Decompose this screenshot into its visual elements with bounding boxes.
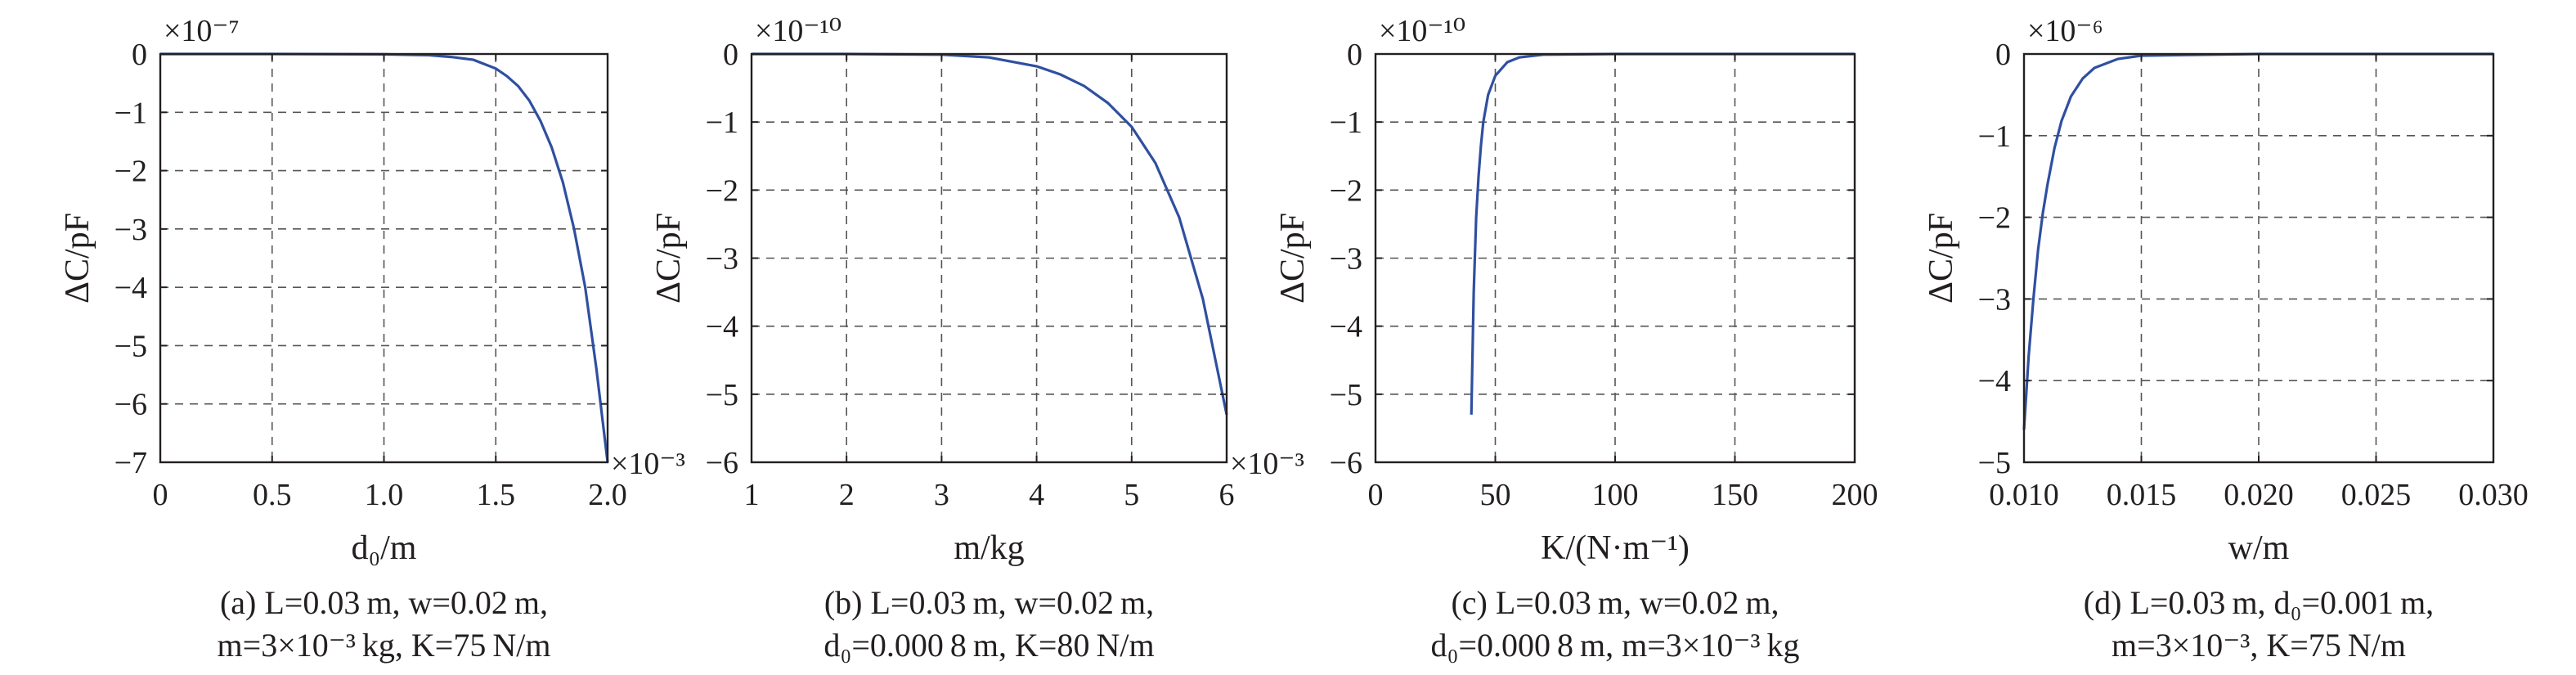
x-tick-label: 5 xyxy=(1124,478,1139,512)
y-tick-label: −2 xyxy=(706,173,738,208)
chart-panel-3: 0 50 100 150 200 0 −1 −2 −3 −4 −5 −6 ×10⁻¹⁰ K/(N·m⁻¹)… xyxy=(1274,14,1878,664)
y-tick-label: 0 xyxy=(723,38,738,72)
panel-caption-line: m=3×10⁻³, K=75 N/m xyxy=(2112,627,2406,664)
x-tick-label: 3 xyxy=(934,478,949,512)
panel-caption-line: d₀=0.000 8 m, K=80 N/m xyxy=(824,627,1154,664)
y-tick-label: −3 xyxy=(706,242,738,277)
y-axis-label: ΔC/pF xyxy=(1274,213,1312,304)
x-axis-label: d₀/m xyxy=(352,529,417,567)
y-tick-label: −3 xyxy=(114,213,147,247)
panel-caption-line: (b) L=0.03 m, w=0.02 m, xyxy=(824,584,1154,621)
x-tick-label: 50 xyxy=(1480,478,1511,512)
y-tick-label: −1 xyxy=(114,96,147,130)
panel-caption-line: (d) L=0.03 m, d₀=0.001 m, xyxy=(2084,584,2434,621)
x-tick-label: 200 xyxy=(1832,478,1878,512)
y-tick-label: −5 xyxy=(114,329,147,363)
x-multiplier: ×10⁻³ xyxy=(1230,447,1304,481)
y-tick-label: −2 xyxy=(114,155,147,189)
y-multiplier: ×10⁻¹⁰ xyxy=(755,14,841,48)
x-axis-label: K/(N·m⁻¹) xyxy=(1541,529,1690,567)
x-tick-label: 2.0 xyxy=(588,478,627,512)
x-axis-label: m/kg xyxy=(954,529,1024,567)
series-line-1 xyxy=(752,52,1228,416)
x-tick-label: 6 xyxy=(1219,478,1235,512)
y-tick-label: −5 xyxy=(1330,378,1362,412)
x-axis-label: w/m xyxy=(2228,529,2290,567)
x-tick-label: 0 xyxy=(1368,478,1384,512)
y-tick-label: −7 xyxy=(114,446,147,480)
panel-caption-line: (c) L=0.03 m, w=0.02 m, xyxy=(1451,584,1779,621)
x-multiplier: ×10⁻³ xyxy=(611,447,685,481)
x-tick-label: 1.0 xyxy=(365,478,404,512)
series-line-1 xyxy=(1470,52,1855,415)
x-tick-label: 1 xyxy=(744,478,760,512)
y-tick-label: −1 xyxy=(706,106,738,140)
chart-panel-2: 1 2 3 4 5 6 0 −1 −2 −3 −4 −5 −6 ×10⁻¹⁰ ×10⁻³ m/kg ΔC/pF (… xyxy=(650,14,1304,664)
x-tick-label: 4 xyxy=(1029,478,1044,512)
y-tick-label: −6 xyxy=(114,388,147,422)
x-tick-label: 100 xyxy=(1592,478,1639,512)
x-tick-label: 0.5 xyxy=(253,478,292,512)
y-multiplier: ×10⁻⁷ xyxy=(164,14,240,48)
x-tick-label: 0.010 xyxy=(1989,478,2059,512)
panel-caption-line: (a) L=0.03 m, w=0.02 m, xyxy=(220,584,548,621)
series-line-1 xyxy=(2022,52,2493,430)
y-tick-label: −4 xyxy=(114,271,147,305)
chart-panel-4: 0.010 0.015 0.020 0.025 0.030 0 −1 −2 −3 −4 −5 ×10⁻… xyxy=(1923,14,2529,664)
y-tick-label: −5 xyxy=(1978,446,2011,480)
y-tick-label: 0 xyxy=(1347,38,1362,72)
y-tick-label: −1 xyxy=(1978,119,2011,154)
y-multiplier: ×10⁻¹⁰ xyxy=(1379,14,1465,48)
y-axis-label: ΔC/pF xyxy=(59,213,96,304)
y-tick-label: 0 xyxy=(132,38,147,72)
chart-panel-1: 0 0.5 1.0 1.5 2.0 0 −1 −2 −3 −4 −5 −6 −7 ×10⁻⁷ ×10⁻³ d₀… xyxy=(59,14,685,664)
x-tick-label: 150 xyxy=(1712,478,1758,512)
y-tick-label: −5 xyxy=(706,378,738,412)
y-tick-label: −1 xyxy=(1330,106,1362,140)
x-tick-label: 0.025 xyxy=(2341,478,2412,512)
y-tick-label: −6 xyxy=(1330,446,1362,480)
y-tick-label: −4 xyxy=(1978,364,2011,398)
y-tick-label: −2 xyxy=(1978,201,2011,236)
x-tick-label: 0.015 xyxy=(2107,478,2177,512)
panel-caption-line: m=3×10⁻³ kg, K=75 N/m xyxy=(218,627,551,664)
y-axis-label: ΔC/pF xyxy=(1923,213,1960,304)
x-tick-label: 0.020 xyxy=(2224,478,2294,512)
y-tick-label: −2 xyxy=(1330,173,1362,208)
x-tick-label: 1.5 xyxy=(477,478,516,512)
y-axis-label: ΔC/pF xyxy=(650,213,688,304)
y-tick-label: −4 xyxy=(1330,310,1362,344)
x-tick-label: 0 xyxy=(153,478,168,512)
y-tick-label: −3 xyxy=(1978,282,2011,317)
x-tick-label: 2 xyxy=(839,478,855,512)
y-multiplier: ×10⁻⁶ xyxy=(2027,14,2103,48)
y-tick-label: −6 xyxy=(706,446,738,480)
y-tick-label: −4 xyxy=(706,310,738,344)
y-tick-label: −3 xyxy=(1330,242,1362,277)
panel-caption-line: d₀=0.000 8 m, m=3×10⁻³ kg xyxy=(1431,627,1800,664)
y-tick-label: 0 xyxy=(1995,38,2011,72)
x-tick-label: 0.030 xyxy=(2458,478,2529,512)
